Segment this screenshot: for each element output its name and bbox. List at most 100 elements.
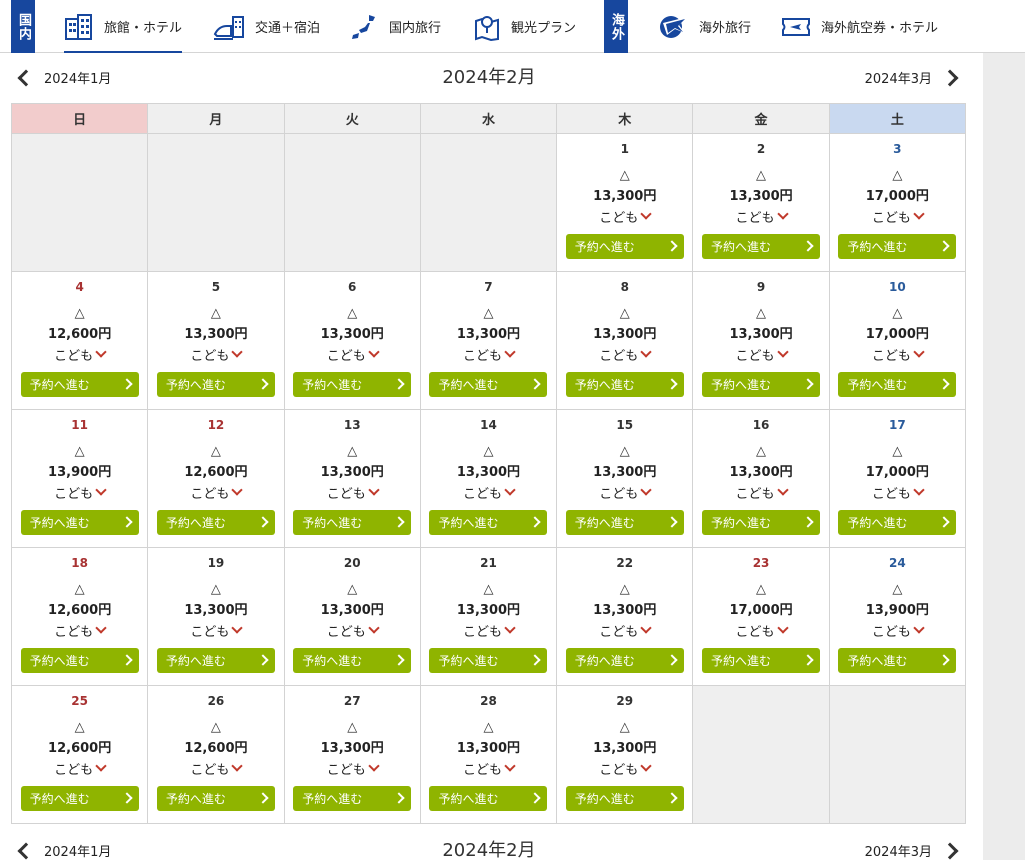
calendar-day-cell: 21 △ 13,300円 こども 予約へ進む — [419, 547, 558, 686]
child-price-toggle[interactable]: こども — [54, 483, 107, 502]
nav-item-domestic-tour[interactable]: 国内旅行 — [349, 0, 441, 53]
child-price-toggle[interactable]: こども — [599, 345, 652, 364]
availability-symbol: △ — [347, 306, 358, 321]
child-price-toggle[interactable]: こども — [190, 621, 244, 640]
book-button[interactable]: 予約へ進む — [838, 371, 957, 397]
child-price-toggle[interactable]: こども — [736, 483, 789, 502]
book-button[interactable]: 予約へ進む — [838, 647, 957, 673]
book-button[interactable]: 予約へ進む — [702, 647, 821, 673]
availability-symbol: △ — [756, 306, 767, 321]
chevron-down-icon — [640, 759, 652, 772]
chevron-right-icon — [802, 240, 814, 252]
child-price-toggle[interactable]: こども — [54, 345, 107, 364]
book-button-label: 予約へ進む — [302, 653, 363, 668]
nav-item-overseas-air-hotel[interactable]: 海外航空券・ホテル — [781, 0, 938, 53]
day-number: 21 — [480, 556, 497, 570]
next-month-link[interactable]: 2024年3月 — [865, 841, 960, 860]
book-button-label: 予約へ進む — [847, 377, 908, 392]
nav-item-hotel[interactable]: 旅館・ホテル — [64, 0, 182, 53]
book-button[interactable]: 予約へ進む — [293, 647, 412, 673]
calendar-day-cell: 29 △ 13,300円 こども 予約へ進む — [556, 685, 694, 824]
book-button[interactable]: 予約へ進む — [156, 647, 275, 673]
child-label: こども — [190, 348, 230, 364]
book-button[interactable]: 予約へ進む — [429, 785, 548, 811]
prev-month-link[interactable]: 2024年1月 — [16, 68, 111, 87]
book-button[interactable]: 予約へ進む — [293, 785, 412, 811]
book-button[interactable]: 予約へ進む — [156, 509, 275, 535]
child-price-toggle[interactable]: こども — [599, 483, 652, 502]
book-button[interactable]: 予約へ進む — [702, 371, 821, 397]
book-button[interactable]: 予約へ進む — [429, 509, 548, 535]
child-price-toggle[interactable]: こども — [872, 207, 925, 226]
chevron-down-icon — [640, 483, 652, 496]
weekday-header: 月 — [147, 103, 285, 134]
child-price-toggle[interactable]: こども — [872, 483, 925, 502]
book-button[interactable]: 予約へ進む — [429, 371, 548, 397]
child-price-toggle[interactable]: こども — [326, 483, 380, 502]
child-label: こども — [326, 486, 366, 502]
child-price-toggle[interactable]: こども — [54, 759, 107, 778]
price-value: 13,300円 — [320, 465, 384, 480]
child-price-toggle[interactable]: こども — [736, 207, 789, 226]
child-price-toggle[interactable]: こども — [463, 621, 516, 640]
calendar-day-cell: 4 △ 12,600円 こども 予約へ進む — [10, 271, 149, 410]
child-price-toggle[interactable]: こども — [190, 483, 244, 502]
book-button[interactable]: 予約へ進む — [565, 647, 684, 673]
child-price-toggle[interactable]: こども — [872, 621, 925, 640]
child-price-toggle[interactable]: こども — [463, 483, 516, 502]
child-label: こども — [735, 624, 775, 640]
next-month-link[interactable]: 2024年3月 — [865, 68, 960, 87]
book-button[interactable]: 予約へ進む — [156, 371, 275, 397]
book-button[interactable]: 予約へ進む — [293, 509, 412, 535]
child-label: こども — [190, 762, 230, 778]
child-price-toggle[interactable]: こども — [327, 345, 380, 364]
book-button[interactable]: 予約へ進む — [156, 785, 275, 811]
book-button[interactable]: 予約へ進む — [838, 509, 957, 535]
child-price-toggle[interactable]: こども — [599, 621, 652, 640]
chevron-right-icon — [666, 792, 678, 804]
nav-item-sightseeing[interactable]: 観光プラン — [473, 0, 576, 53]
child-price-toggle[interactable]: こども — [736, 345, 789, 364]
child-price-toggle[interactable]: こども — [463, 345, 516, 364]
child-price-toggle[interactable]: こども — [327, 621, 380, 640]
day-number: 17 — [888, 418, 906, 432]
child-label: こども — [190, 624, 230, 640]
book-button-label: 予約へ進む — [29, 515, 90, 530]
book-button[interactable]: 予約へ進む — [293, 371, 412, 397]
child-price-toggle[interactable]: こども — [462, 759, 516, 778]
book-button[interactable]: 予約へ進む — [565, 785, 684, 811]
book-button[interactable]: 予約へ進む — [20, 785, 139, 811]
book-button[interactable]: 予約へ進む — [565, 509, 684, 535]
child-price-toggle[interactable]: こども — [872, 345, 925, 364]
child-price-toggle[interactable]: こども — [190, 759, 244, 778]
nav-item-overseas-tour[interactable]: 海外旅行 — [657, 0, 751, 53]
nav-label: 国内旅行 — [389, 21, 442, 36]
calendar-day-cell: 27 △ 13,300円 こども 予約へ進む — [283, 685, 421, 824]
book-button[interactable]: 予約へ進む — [20, 509, 139, 535]
book-button[interactable]: 予約へ進む — [565, 233, 684, 259]
child-price-toggle[interactable]: こども — [599, 759, 652, 778]
book-button[interactable]: 予約へ進む — [838, 233, 957, 259]
book-button[interactable]: 予約へ進む — [20, 371, 139, 397]
availability-symbol: △ — [619, 306, 630, 321]
chevron-right-icon — [938, 654, 951, 666]
child-price-toggle[interactable]: こども — [190, 345, 244, 364]
book-button[interactable]: 予約へ進む — [20, 647, 139, 673]
book-button[interactable]: 予約へ進む — [702, 233, 821, 259]
nav-item-train-hotel[interactable]: 交通＋宿泊 — [213, 0, 320, 53]
book-button[interactable]: 予約へ進む — [429, 647, 548, 673]
child-label: こども — [462, 762, 502, 778]
availability-symbol: △ — [74, 582, 85, 597]
child-price-toggle[interactable]: こども — [327, 759, 380, 778]
child-price-toggle[interactable]: こども — [54, 621, 107, 640]
prev-month-link[interactable]: 2024年1月 — [16, 841, 111, 860]
calendar-table: 日月火水木金土 1 △ 13,300円 こども 予約へ進む 2 △ 13,300円 こども 予約へ… — [10, 103, 967, 824]
child-price-toggle[interactable]: こども — [599, 207, 652, 226]
calendar-day-cell: 1 △ 13,300円 こども 予約へ進む — [556, 133, 694, 272]
book-button[interactable]: 予約へ進む — [702, 509, 821, 535]
calendar-day-cell: 16 △ 13,300円 こども 予約へ進む — [692, 409, 830, 548]
child-price-toggle[interactable]: こども — [735, 621, 789, 640]
calendar-empty-cell — [283, 133, 421, 272]
chevron-down-icon — [640, 345, 652, 358]
book-button[interactable]: 予約へ進む — [565, 371, 684, 397]
